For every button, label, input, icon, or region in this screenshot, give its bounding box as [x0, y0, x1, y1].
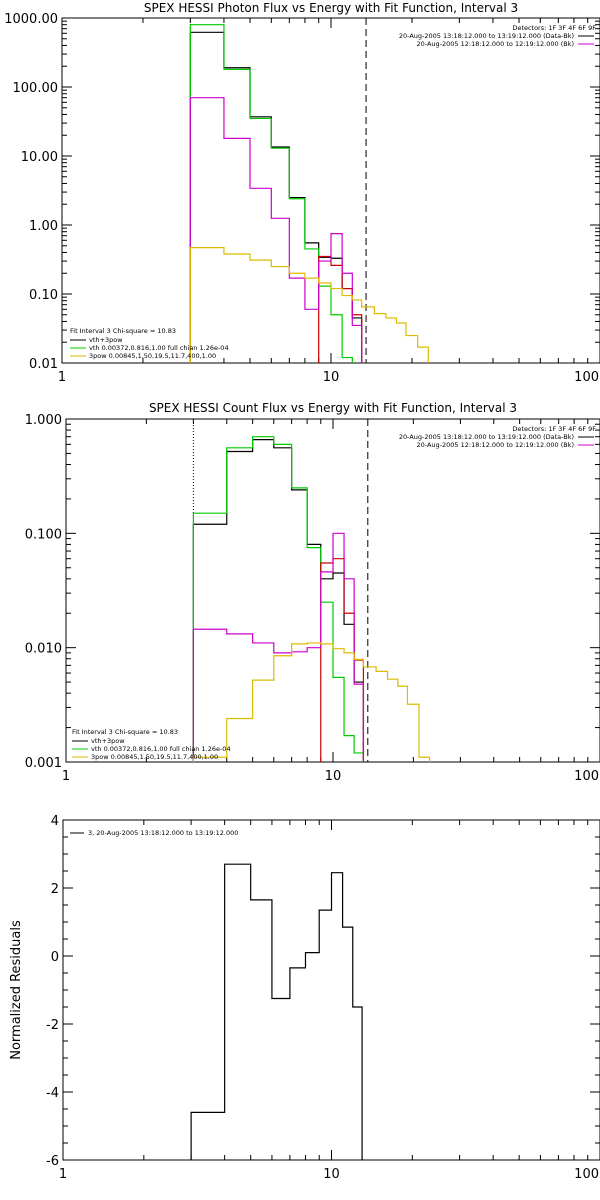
- photon-series-red: [318, 255, 363, 363]
- photon-legend-detectors: Detectors: 1F 3F 4F 6F 9F: [512, 24, 596, 32]
- count-legend-detectors: Detectors: 1F 3F 4F 6F 9F: [512, 425, 596, 433]
- photon-series-yellow: [189, 247, 429, 363]
- photon-y-tick-label: 1.00: [29, 219, 58, 234]
- count-y-tick-label: 1.000: [25, 413, 62, 428]
- count-legend-data-bk: 20-Aug-2005 13:18:12.000 to 13:19:12.000…: [399, 433, 574, 441]
- residuals-y-axis-label: Normalized Residuals: [9, 920, 24, 1060]
- count-legend-3pow: 3pow 0.00845,1.50,19.5,11.7,400,1.00: [91, 753, 218, 761]
- photon-legend-data-bk: 20-Aug-2005 13:18:12.000 to 13:19:12.000…: [399, 32, 574, 40]
- count-x-tick-label: 100: [574, 769, 599, 784]
- residual-x-tick-label: 100: [574, 1167, 599, 1182]
- count-y-tick-label: 0.100: [25, 527, 62, 542]
- count-legend-bk: 20-Aug-2005 12:18:12.000 to 12:19:12.000…: [417, 441, 574, 449]
- residual-x-tick-label: 1: [59, 1167, 67, 1182]
- photon-y-tick-label: 10.00: [21, 150, 58, 165]
- count-series-yellow: [192, 642, 431, 762]
- photon-x-tick-label: 100: [574, 370, 599, 385]
- residual-y-tick-label: 4: [51, 814, 59, 829]
- count-legend-fit: Fit Interval 3 Chi-square = 10.83: [72, 728, 178, 736]
- photon-x-tick-label: 1: [58, 370, 66, 385]
- photon-series-black: [189, 31, 363, 363]
- residual-x-tick-label: 10: [323, 1167, 340, 1182]
- photon-y-tick-label: 0.10: [29, 288, 58, 303]
- photon-legend-vth: vth 0.00372,0.816,1.00 full chian 1.26e-…: [89, 344, 229, 352]
- residual-y-tick-label: -4: [46, 1086, 59, 1101]
- count-y-tick-label: 0.001: [25, 756, 62, 771]
- residual-y-tick-label: 2: [51, 882, 59, 897]
- count-series-red: [320, 558, 365, 762]
- photon-legend-bk: 20-Aug-2005 12:18:12.000 to 12:19:12.000…: [417, 40, 574, 48]
- residuals-legend-text: 3, 20-Aug-2005 13:18:12.000 to 13:19:12.…: [88, 829, 238, 837]
- residual-series-black: [190, 863, 363, 1160]
- count-flux-panel: SPEX HESSI Count Flux vs Energy with Fit…: [25, 401, 600, 784]
- photon-y-tick-label: 0.01: [29, 357, 58, 372]
- residuals-axes-frame: [62, 819, 600, 1161]
- residuals-panel: 1 10 100 -6 -4 -2 0 2 4 Normalized Residuals 3, …: [9, 814, 600, 1182]
- count-series-black: [192, 439, 365, 762]
- count-flux-axes-frame: [65, 418, 600, 763]
- photon-flux-title: SPEX HESSI Photon Flux vs Energy with Fi…: [144, 1, 518, 15]
- photon-series-magenta: [189, 97, 363, 363]
- photon-series-green: [189, 24, 353, 363]
- count-legend-total: vth+3pow: [91, 737, 125, 745]
- photon-y-tick-label: 1000.00: [4, 12, 58, 27]
- count-x-tick-label: 10: [325, 769, 342, 784]
- residual-y-tick-label: -6: [46, 1154, 59, 1169]
- residual-y-tick-label: -2: [46, 1018, 59, 1033]
- count-series-green: [192, 436, 365, 762]
- photon-x-tick-label: 10: [323, 370, 340, 385]
- residual-y-tick-label: 0: [51, 950, 59, 965]
- photon-legend-fit: Fit Interval 3 Chi-square = 10.83: [70, 327, 176, 335]
- photon-flux-panel: SPEX HESSI Photon Flux vs Energy with Fi…: [4, 1, 600, 385]
- count-flux-title: SPEX HESSI Count Flux vs Energy with Fit…: [149, 401, 517, 415]
- count-y-tick-label: 0.010: [25, 642, 62, 657]
- photon-y-tick-label: 100.00: [13, 81, 59, 96]
- count-series-magenta: [192, 532, 365, 762]
- photon-legend-3pow: 3pow 0.00845,1.50,19.5,11.7,400,1.00: [89, 352, 216, 360]
- count-x-tick-label: 1: [62, 769, 70, 784]
- count-legend-vth: vth 0.00372,0.816,1.00 full chian 1.26e-…: [91, 745, 231, 753]
- photon-legend-total: vth+3pow: [89, 336, 123, 344]
